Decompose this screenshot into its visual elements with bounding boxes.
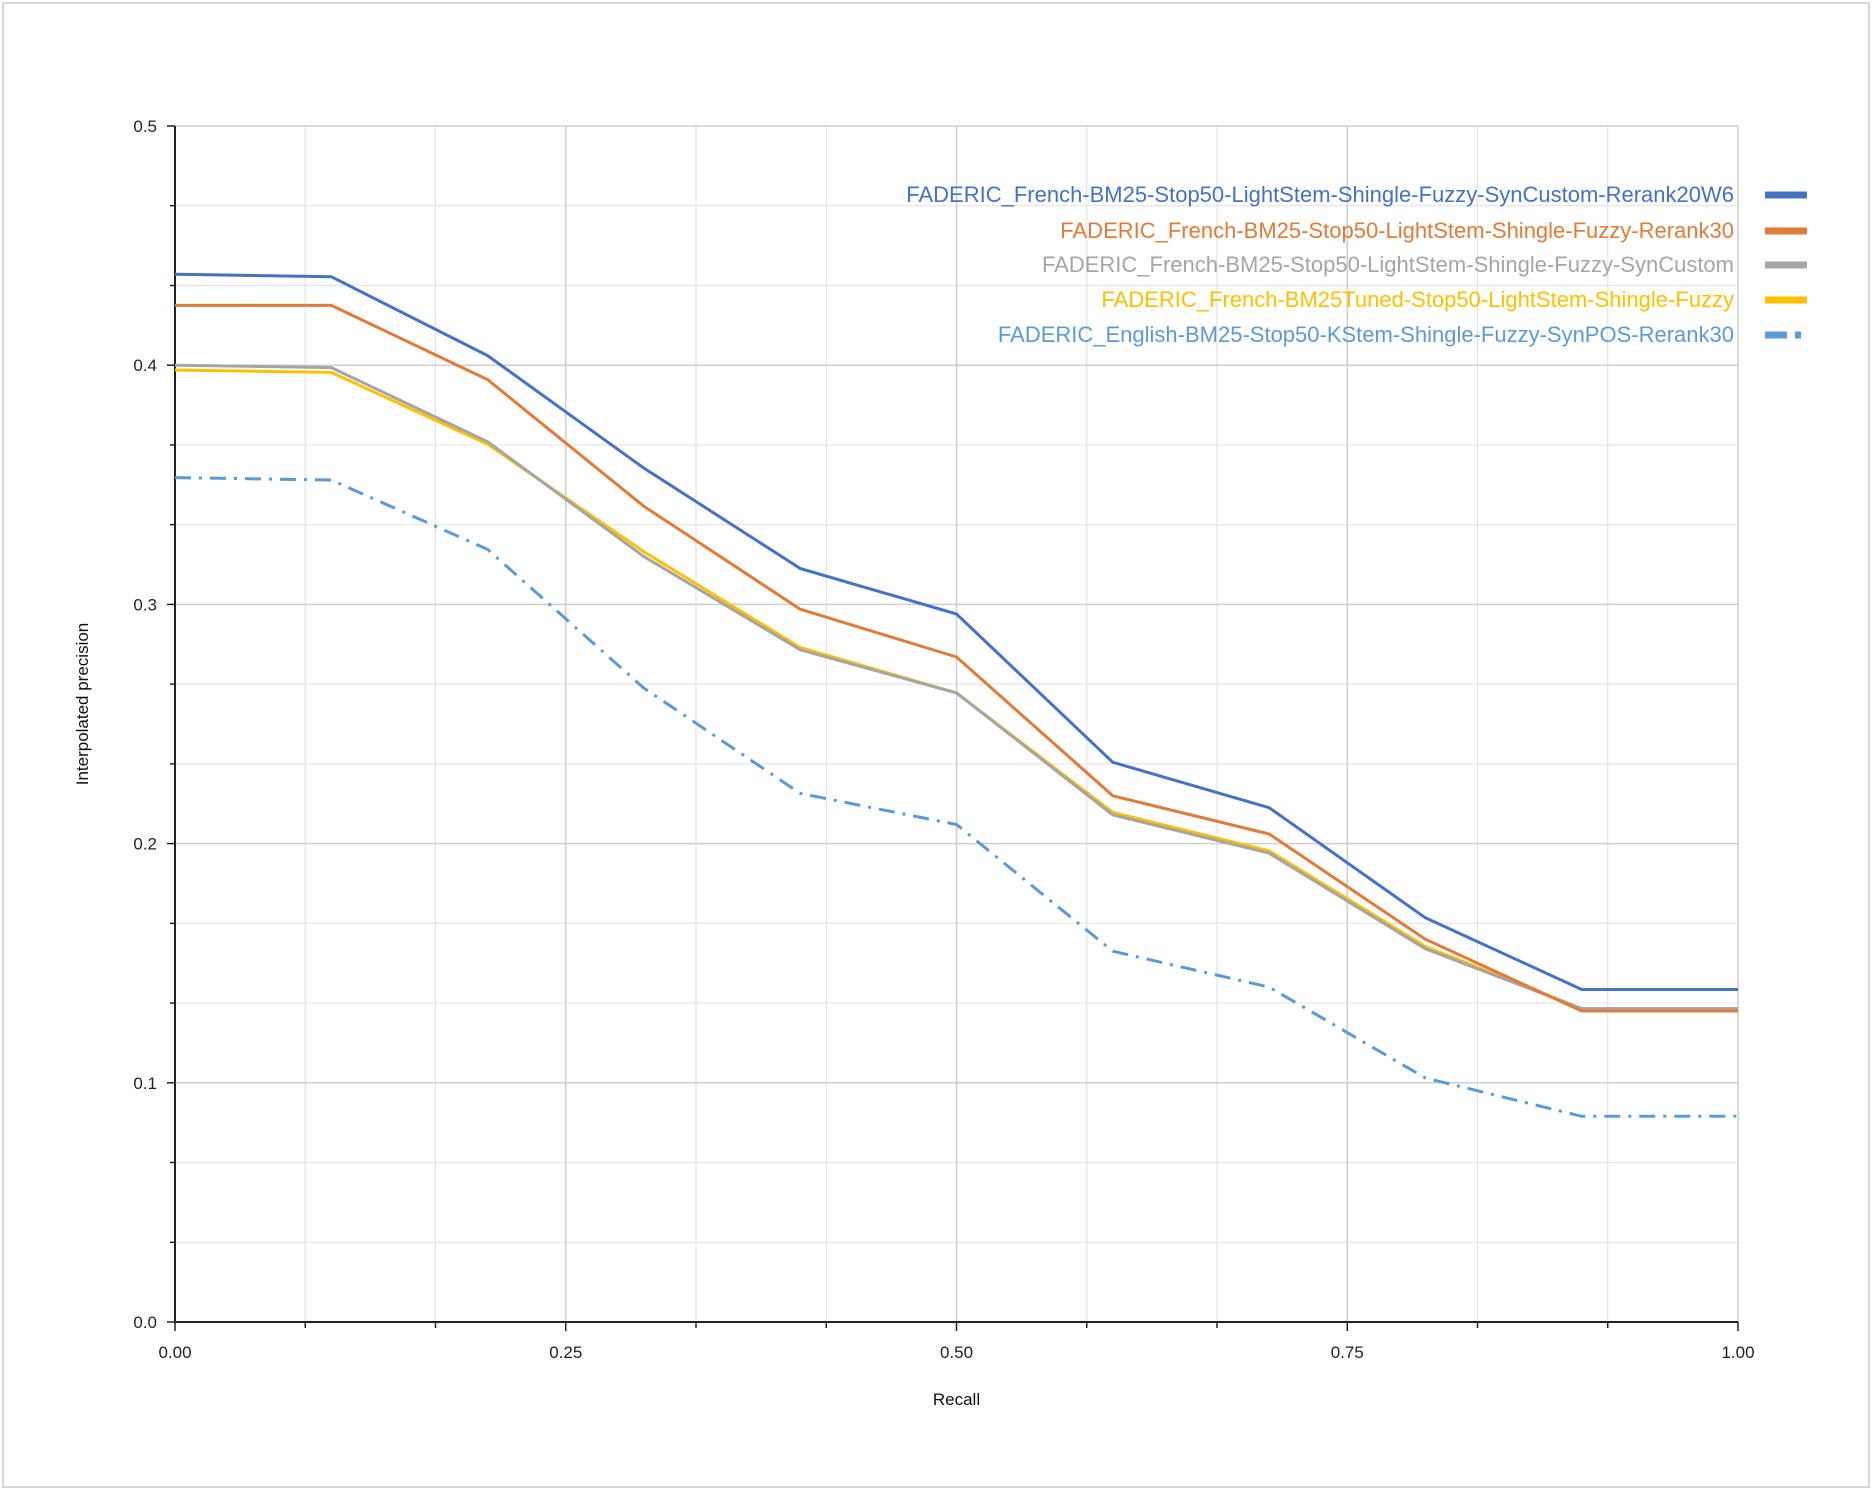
y-tick-label: 0.4: [133, 356, 157, 375]
legend-label: FADERIC_French-BM25-Stop50-LightStem-Shi…: [1060, 218, 1734, 243]
x-tick-label: 0.00: [158, 1343, 191, 1362]
legend-label: FADERIC_French-BM25-Stop50-LightStem-Shi…: [1042, 252, 1734, 277]
axes: 0.0 0.1 0.2 0.3 0.4 0.5 0.00 0.25 0.50 0.75 1.00: [133, 117, 1754, 1362]
y-axis-title: Interpolated precision: [73, 623, 92, 786]
y-tick-label: 0.0: [133, 1313, 157, 1332]
y-tick-label: 0.3: [133, 595, 157, 614]
legend-label: FADERIC_English-BM25-Stop50-KStem-Shingl…: [998, 322, 1734, 347]
x-tick-label: 0.75: [1331, 1343, 1364, 1362]
series-line-1: [174, 272, 1738, 991]
x-tick-label: 0.50: [940, 1343, 973, 1362]
y-tick-label: 0.1: [133, 1074, 157, 1093]
y-tick-label: 0.2: [133, 835, 157, 854]
x-axis-title: Recall: [933, 1390, 980, 1409]
x-tick-label: 1.00: [1721, 1343, 1754, 1362]
legend-label: FADERIC_French-BM25-Stop50-LightStem-Shi…: [906, 182, 1734, 207]
series-line-5: [174, 476, 1738, 1118]
legend-label: FADERIC_French-BM25Tuned-Stop50-LightSte…: [1101, 287, 1734, 312]
x-tick-label: 0.25: [549, 1343, 582, 1362]
series-line-3: [174, 363, 1738, 1011]
legend: FADERIC_French-BM25-Stop50-LightStem-Shi…: [906, 182, 1807, 347]
grid: [175, 125, 1739, 1322]
series-line-2: [175, 303, 1738, 1013]
y-tick-label: 0.5: [133, 117, 157, 136]
series-layer: [174, 272, 1738, 1118]
